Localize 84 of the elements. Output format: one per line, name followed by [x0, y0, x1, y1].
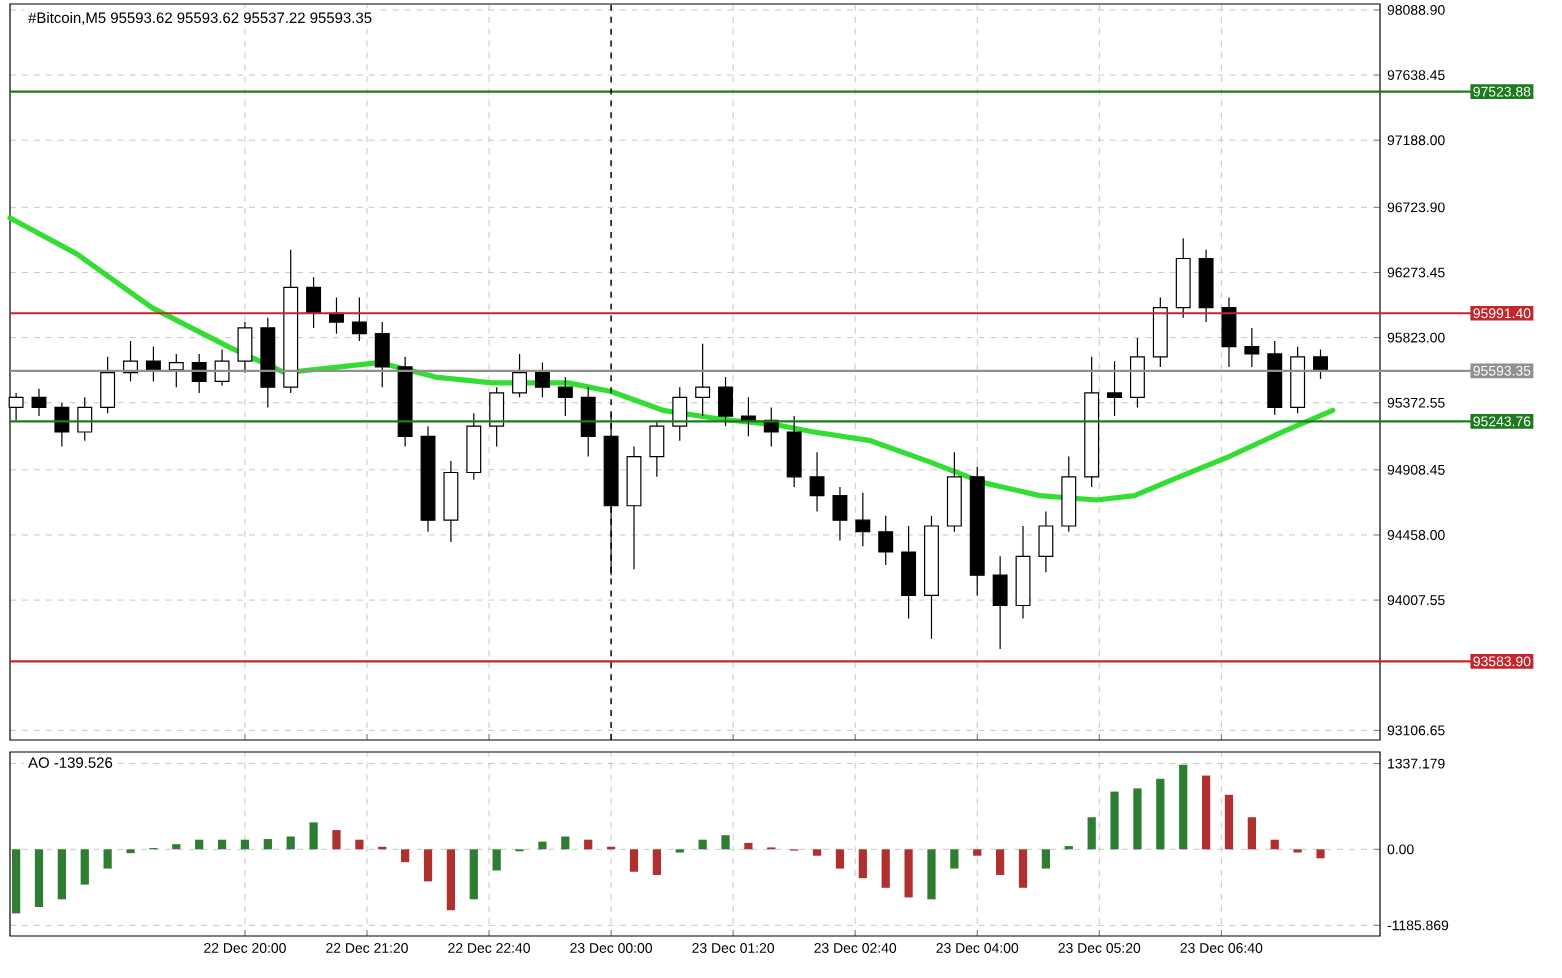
candlestick	[1244, 327, 1260, 368]
candlestick	[374, 321, 390, 388]
candlestick	[695, 343, 711, 417]
bar	[812, 849, 822, 856]
candlestick	[534, 361, 550, 398]
candlestick	[489, 386, 505, 448]
candlestick	[512, 353, 528, 398]
bar	[629, 849, 639, 872]
bar	[286, 836, 295, 850]
bar	[561, 836, 570, 850]
bar	[1179, 764, 1188, 850]
bar	[1133, 788, 1142, 850]
candlestick	[832, 486, 848, 542]
candlestick	[77, 396, 93, 442]
candlestick	[100, 356, 116, 414]
bar	[652, 849, 661, 875]
candlestick	[31, 388, 47, 417]
bar	[11, 849, 21, 914]
bar	[103, 849, 112, 869]
bar	[217, 839, 227, 850]
bar	[309, 822, 318, 850]
bar	[423, 849, 433, 882]
bar	[904, 849, 913, 898]
candlestick	[855, 492, 871, 547]
bar	[538, 841, 547, 850]
bar	[927, 849, 936, 900]
bar	[973, 849, 982, 856]
candlestick	[1129, 337, 1145, 409]
bar	[1224, 794, 1234, 850]
candlestick	[306, 276, 322, 329]
candlestick	[718, 376, 733, 427]
bar	[263, 839, 272, 850]
bar	[240, 839, 250, 850]
bar	[1156, 778, 1165, 850]
bar	[1316, 849, 1325, 859]
bar	[1201, 775, 1211, 850]
bar	[80, 849, 89, 885]
candlestick	[786, 415, 802, 488]
bar	[858, 849, 867, 879]
candlestick	[580, 386, 596, 458]
candlestick	[54, 402, 70, 448]
bar	[1041, 849, 1051, 869]
bar	[172, 844, 181, 850]
candlestick	[901, 525, 917, 620]
candlestick	[1107, 360, 1123, 417]
candlestick	[992, 555, 1008, 650]
candlestick	[878, 515, 894, 566]
candlestick	[466, 412, 482, 481]
bar	[1110, 791, 1119, 850]
bar	[1247, 817, 1256, 850]
bar	[1270, 839, 1279, 850]
candlestick	[237, 321, 253, 374]
bar	[950, 849, 959, 869]
bar	[1018, 849, 1028, 888]
candlestick	[329, 296, 344, 335]
candlestick	[1313, 348, 1328, 380]
bar	[744, 842, 753, 850]
bar	[401, 849, 410, 863]
bar	[721, 835, 730, 850]
candlestick	[557, 376, 573, 417]
bar	[835, 849, 845, 869]
candlestick	[145, 346, 161, 382]
bar	[698, 839, 707, 850]
bar	[1087, 817, 1096, 850]
candlestick	[649, 419, 665, 478]
candlestick	[351, 296, 367, 342]
bar	[57, 849, 66, 900]
candlestick	[443, 460, 459, 543]
candlestick	[1038, 510, 1054, 573]
candlestick	[809, 451, 825, 513]
bar	[584, 839, 593, 850]
bar	[469, 849, 478, 900]
bar	[881, 849, 890, 888]
bar	[446, 849, 456, 911]
bar	[996, 849, 1005, 875]
bar	[492, 849, 501, 871]
candlestick	[672, 386, 688, 442]
candlestick	[214, 348, 230, 387]
candlestick	[168, 353, 184, 388]
bar	[195, 839, 204, 850]
bar	[34, 849, 44, 908]
bar	[355, 839, 364, 850]
bar	[332, 830, 341, 850]
candlestick	[1221, 296, 1237, 368]
